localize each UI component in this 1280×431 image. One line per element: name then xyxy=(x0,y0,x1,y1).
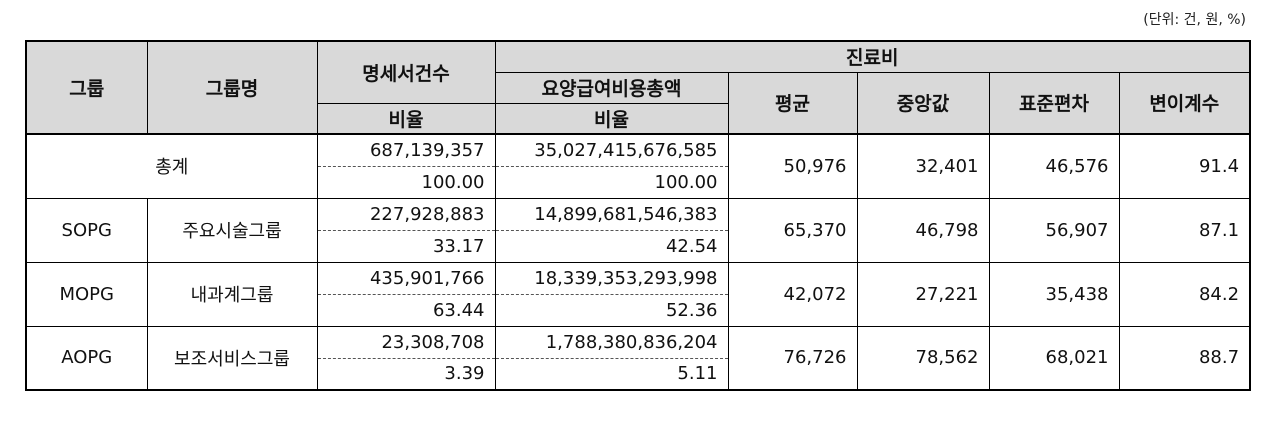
aopg-median: 78,562 xyxy=(856,325,990,391)
unit-note: (단위: 건, 원, %) xyxy=(1143,12,1246,28)
aopg-cv: 88.7 xyxy=(1118,325,1251,391)
table-row-aopg-ratio: 3.39 5.11 xyxy=(26,357,1250,391)
aopg-count-ratio: 3.39 xyxy=(316,357,496,391)
total-cost-ratio: 100.00 xyxy=(494,165,729,199)
header-group: 그룹 xyxy=(25,40,148,135)
sopg-mean: 65,370 xyxy=(727,197,858,263)
mopg-median: 27,221 xyxy=(856,261,990,327)
statistics-table: 그룹 그룹명 명세서건수 진료비 요양급여비용총액 평균 중앙값 표준편차 변이… xyxy=(25,40,1252,391)
header-care-cost: 진료비 xyxy=(494,40,1251,73)
table-row-total: 총계 687,139,357 35,027,415,676,585 50,976… xyxy=(25,133,1251,199)
total-label: 총계 xyxy=(25,133,318,199)
sopg-std: 56,907 xyxy=(988,197,1120,263)
total-std: 46,576 xyxy=(988,133,1120,199)
total-median: 32,401 xyxy=(856,133,990,199)
aopg-mean: 76,726 xyxy=(727,325,858,391)
table-header: 그룹 그룹명 명세서건수 진료비 요양급여비용총액 평균 중앙값 표준편차 변이… xyxy=(25,40,1251,135)
mopg-code: MOPG xyxy=(25,261,148,327)
total-count-ratio: 100.00 xyxy=(316,165,496,199)
header-cv: 변이계수 xyxy=(1118,71,1251,135)
table-row-mopg-ratio: 63.44 52.36 xyxy=(26,293,1250,327)
sopg-name: 주요시술그룹 xyxy=(146,197,318,263)
aopg-std: 68,021 xyxy=(988,325,1120,391)
header-std-dev: 표준편차 xyxy=(988,71,1120,135)
header-group-name: 그룹명 xyxy=(146,40,318,135)
sopg-count: 227,928,883 xyxy=(316,197,496,231)
mopg-cost: 18,339,353,293,998 xyxy=(494,261,729,295)
mopg-name: 내과계그룹 xyxy=(146,261,318,327)
aopg-count: 23,308,708 xyxy=(316,325,496,359)
header-total-benefit-cost: 요양급여비용총액 xyxy=(494,71,729,104)
mopg-std: 35,438 xyxy=(988,261,1120,327)
header-mean: 평균 xyxy=(727,71,858,135)
table-row-total-ratio: 100.00 100.00 xyxy=(26,165,1250,199)
table-row-aopg: AOPG 보조서비스그룹 23,308,708 1,788,380,836,20… xyxy=(25,325,1251,391)
total-count: 687,139,357 xyxy=(316,133,496,167)
aopg-cost: 1,788,380,836,204 xyxy=(494,325,729,359)
total-mean: 50,976 xyxy=(727,133,858,199)
mopg-cost-ratio: 52.36 xyxy=(494,293,729,327)
sopg-median: 46,798 xyxy=(856,197,990,263)
header-median: 중앙값 xyxy=(856,71,990,135)
sopg-cv: 87.1 xyxy=(1118,197,1251,263)
table-row-sopg: SOPG 주요시술그룹 227,928,883 14,899,681,546,3… xyxy=(25,197,1251,263)
aopg-name: 보조서비스그룹 xyxy=(146,325,318,391)
mopg-count: 435,901,766 xyxy=(316,261,496,295)
table-row-sopg-ratio: 33.17 42.54 xyxy=(26,229,1250,263)
aopg-cost-ratio: 5.11 xyxy=(494,357,729,391)
sopg-cost: 14,899,681,546,383 xyxy=(494,197,729,231)
table-body: 총계 687,139,357 35,027,415,676,585 50,976… xyxy=(25,133,1251,391)
header-cost-ratio: 비율 xyxy=(494,102,729,135)
sopg-count-ratio: 33.17 xyxy=(316,229,496,263)
sopg-cost-ratio: 42.54 xyxy=(494,229,729,263)
header-statement-count: 명세서건수 xyxy=(316,40,496,104)
table-row-mopg: MOPG 내과계그룹 435,901,766 18,339,353,293,99… xyxy=(25,261,1251,327)
mopg-mean: 42,072 xyxy=(727,261,858,327)
mopg-count-ratio: 63.44 xyxy=(316,293,496,327)
header-count-ratio: 비율 xyxy=(316,102,496,135)
total-cv: 91.4 xyxy=(1118,133,1251,199)
aopg-code: AOPG xyxy=(25,325,148,391)
total-cost: 35,027,415,676,585 xyxy=(494,133,729,167)
mopg-cv: 84.2 xyxy=(1118,261,1251,327)
sopg-code: SOPG xyxy=(25,197,148,263)
